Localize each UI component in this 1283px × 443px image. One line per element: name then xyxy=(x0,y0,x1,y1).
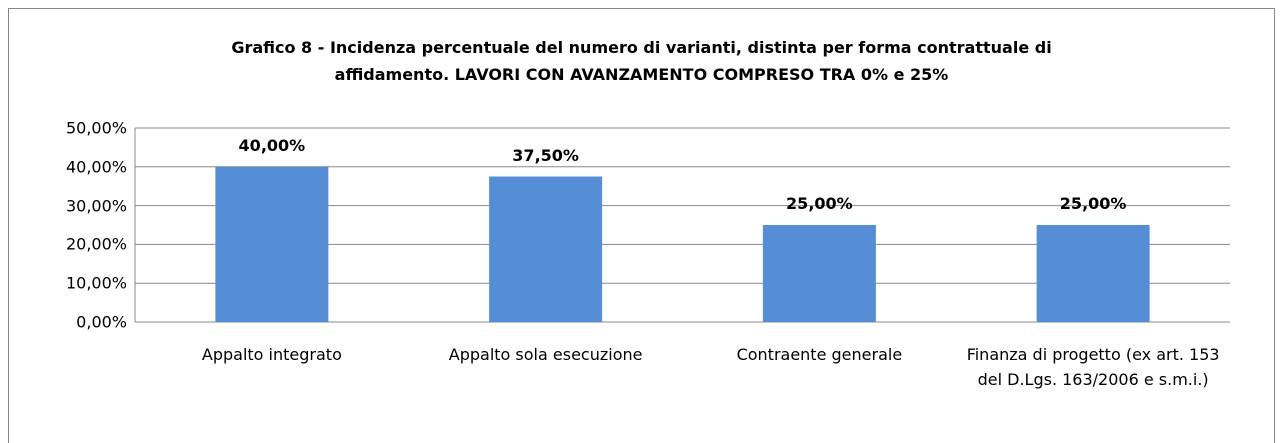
bar xyxy=(762,225,876,322)
value-label: 40,00% xyxy=(238,135,306,155)
x-tick-label: Appalto sola esecuzione xyxy=(448,345,643,364)
y-tick-label: 10,00% xyxy=(65,273,127,293)
chart-title: Grafico 8 - Incidenza percentuale del nu… xyxy=(231,38,1052,57)
bar xyxy=(1036,225,1150,322)
chart-title: affidamento. LAVORI CON AVANZAMENTO COMP… xyxy=(334,65,949,84)
x-tick-label: Contraente generale xyxy=(736,345,903,364)
x-tick-label: Appalto integrato xyxy=(201,345,342,364)
x-tick-label: Finanza di progetto (ex art. 153 del D.L… xyxy=(966,345,1220,389)
y-tick-label: 20,00% xyxy=(65,234,127,254)
y-tick-label: 50,00% xyxy=(65,118,127,138)
y-tick-label: 40,00% xyxy=(65,157,127,177)
bar xyxy=(215,166,329,322)
bar xyxy=(489,176,603,322)
value-label: 37,50% xyxy=(512,145,579,165)
y-tick-label: 0,00% xyxy=(76,312,127,332)
y-tick-label: 30,00% xyxy=(65,196,127,216)
value-label: 25,00% xyxy=(1059,194,1127,213)
value-label: 25,00% xyxy=(786,194,853,213)
